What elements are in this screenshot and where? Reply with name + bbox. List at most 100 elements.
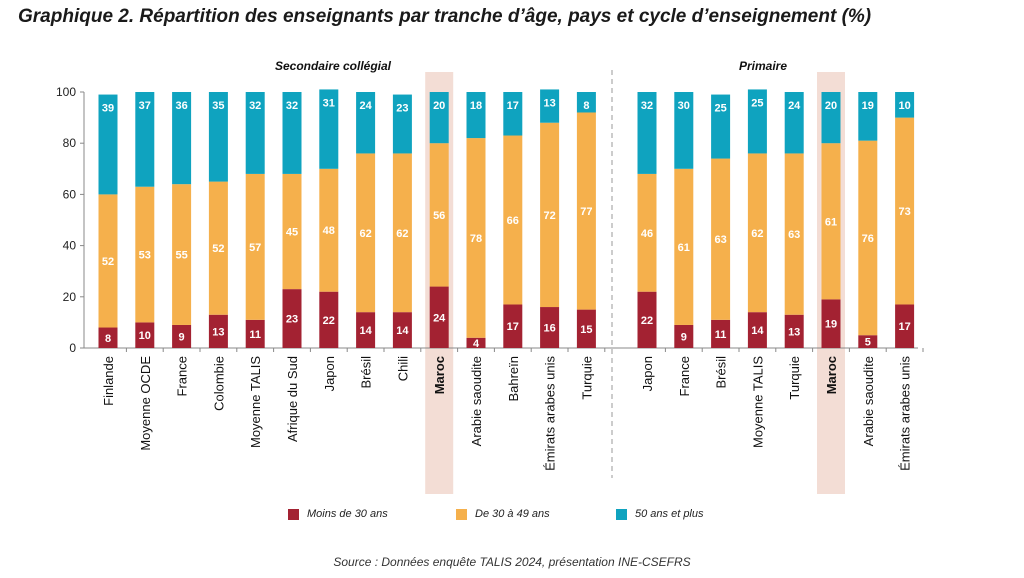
data-label: 30 (678, 100, 690, 112)
data-label: 46 (641, 228, 653, 240)
x-category-label: Moyenne TALIS (750, 356, 765, 448)
legend-label-mid: De 30 à 49 ans (475, 508, 550, 520)
bar-segment (576, 92, 596, 113)
bar-segment (540, 122, 560, 308)
bar-segment (245, 319, 265, 348)
legend: Moins de 30 ans De 30 à 49 ans 50 ans et… (288, 508, 768, 530)
data-label: 61 (678, 242, 690, 254)
data-label: 22 (323, 315, 335, 327)
data-label: 77 (580, 206, 592, 218)
bar-segment (503, 135, 523, 305)
data-label: 32 (641, 100, 653, 112)
bar-segment (858, 140, 878, 336)
bar-segment (282, 173, 302, 290)
data-label: 14 (751, 325, 764, 337)
bar-segment (392, 94, 412, 154)
data-label: 73 (898, 206, 910, 218)
bar-segment (392, 312, 412, 348)
bar-segment (98, 94, 118, 195)
bar-segment (466, 337, 486, 348)
data-label: 8 (583, 100, 589, 112)
data-label: 76 (862, 233, 874, 245)
legend-label-old: 50 ans et plus (635, 508, 704, 520)
x-category-label: Bahreïn (506, 356, 521, 402)
bar-segment (747, 89, 767, 154)
legend-swatch-old (616, 508, 627, 520)
group-title-0: Secondaire collégial (275, 59, 392, 73)
data-label: 45 (286, 227, 298, 239)
data-label: 62 (751, 228, 763, 240)
x-category-label: Turquie (579, 356, 594, 400)
bar-segment (637, 173, 657, 292)
bar-segment (208, 314, 228, 348)
data-label: 53 (139, 250, 151, 262)
bar-segment (674, 168, 694, 325)
bar-segment (821, 92, 841, 144)
bar-segment (711, 319, 731, 348)
bar-segment (503, 92, 523, 136)
bar-segment (135, 92, 155, 187)
data-label: 31 (323, 97, 335, 109)
data-label: 19 (862, 100, 874, 112)
data-label: 23 (396, 103, 408, 115)
bar-segment (540, 89, 560, 123)
bar-segment (135, 186, 155, 323)
bar-segment (858, 92, 878, 141)
x-category-label: Brésil (359, 356, 374, 389)
bar-segment (747, 312, 767, 348)
data-label: 9 (681, 331, 687, 343)
bar-segment (674, 92, 694, 169)
x-category-label: Moyenne TALIS (248, 356, 263, 448)
data-label: 20 (825, 100, 837, 112)
data-label: 62 (396, 228, 408, 240)
y-tick-label: 20 (63, 290, 77, 304)
data-label: 39 (102, 103, 114, 115)
legend-label-young: Moins de 30 ans (307, 508, 388, 520)
bar-segment (895, 117, 915, 305)
bar-segment (282, 92, 302, 174)
bar-segment (208, 92, 228, 182)
bar-segment (135, 322, 155, 348)
data-label: 13 (543, 97, 555, 109)
bar-segment (503, 304, 523, 348)
x-category-label: Brésil (714, 356, 729, 389)
x-category-label: Colombie (211, 356, 226, 411)
x-category-label: Arabie saoudite (469, 356, 484, 446)
data-label: 32 (249, 100, 261, 112)
data-label: 17 (898, 321, 910, 333)
data-label: 15 (580, 324, 592, 336)
x-category-label: France (175, 356, 190, 396)
data-label: 8 (105, 333, 111, 345)
data-label: 78 (470, 233, 482, 245)
bar-segment (245, 173, 265, 320)
bar-segment (429, 143, 449, 287)
data-label: 10 (898, 100, 910, 112)
y-tick-label: 60 (63, 187, 77, 201)
bar-segment (356, 92, 376, 154)
data-label: 63 (788, 229, 800, 241)
data-label: 24 (359, 100, 372, 112)
bar-segment (747, 153, 767, 313)
bar-segment (172, 92, 192, 185)
bar-segment (319, 89, 339, 169)
data-label: 14 (396, 325, 409, 337)
bar-segment (392, 153, 412, 313)
data-label: 18 (470, 100, 482, 112)
bar-segment (784, 153, 804, 315)
x-category-label: Émirats arabes unis (898, 356, 913, 471)
bar-segment (356, 312, 376, 348)
y-tick-label: 100 (56, 85, 76, 99)
data-label: 32 (286, 100, 298, 112)
data-label: 66 (507, 215, 519, 227)
bar-segment (319, 168, 339, 292)
bar-segment (172, 184, 192, 325)
data-label: 48 (323, 225, 335, 237)
legend-swatch-young (288, 508, 299, 520)
data-label: 25 (714, 103, 726, 115)
data-label: 55 (175, 250, 187, 262)
data-label: 17 (507, 321, 519, 333)
data-label: 10 (139, 330, 151, 342)
data-label: 11 (715, 329, 727, 341)
data-label: 22 (641, 315, 653, 327)
